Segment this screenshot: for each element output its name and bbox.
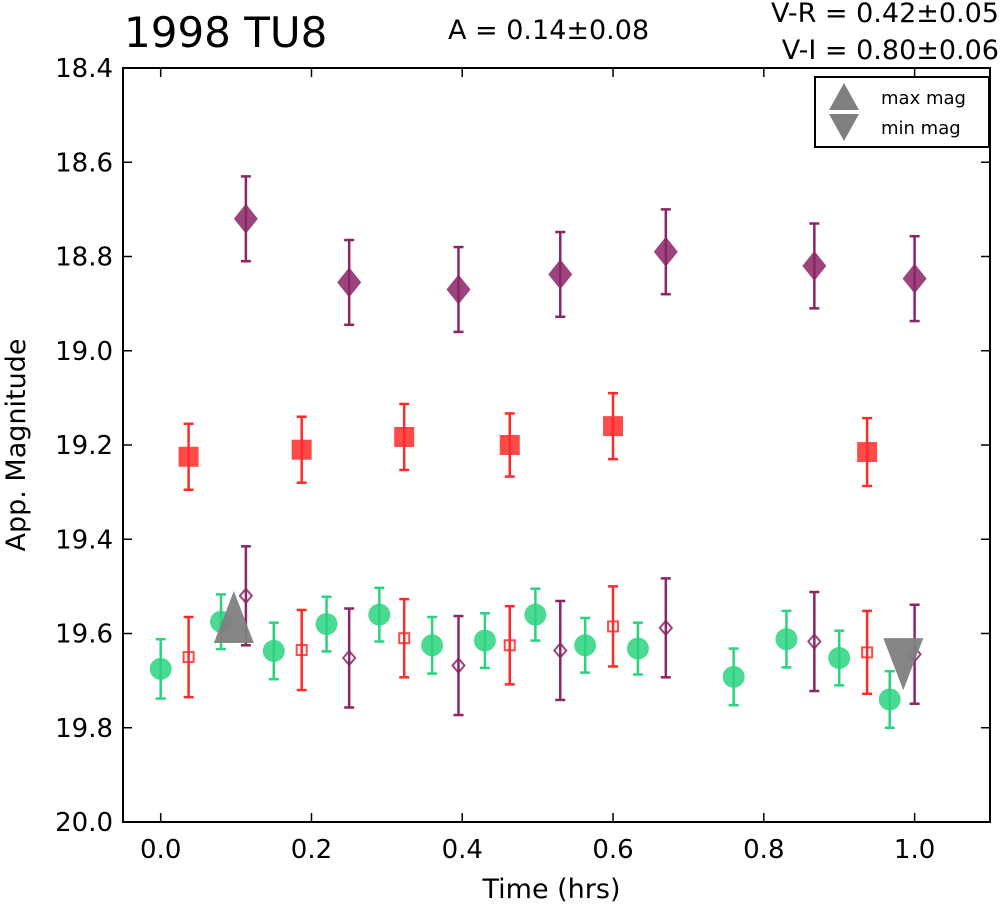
point-diamond-open <box>451 657 466 675</box>
y-tick-label: 18.6 <box>55 148 113 178</box>
x-tick-label: 0.0 <box>140 835 181 865</box>
x-tick-label: 0.2 <box>291 835 332 865</box>
point-diamond-open <box>341 649 357 667</box>
chart-title: 1998 TU8 <box>124 8 328 57</box>
max-mag-marker <box>213 591 254 644</box>
point-circle-filled <box>421 634 444 657</box>
color-vi-label: V-I = 0.80±0.06 <box>781 35 999 66</box>
point-diamond-open <box>658 619 674 637</box>
point-circle-filled <box>473 629 496 652</box>
point-diamond-filled <box>337 267 362 298</box>
point-square-filled <box>178 446 199 467</box>
y-tick-label: 19.6 <box>55 620 113 650</box>
y-tick-label: 20.0 <box>55 808 113 838</box>
legend-max-icon <box>829 83 859 110</box>
amplitude-label: A = 0.14±0.08 <box>448 15 650 46</box>
y-tick-label: 19.8 <box>55 714 113 744</box>
point-diamond-filled <box>548 259 573 290</box>
x-tick-label: 0.4 <box>442 835 483 865</box>
x-tick-label: 1.0 <box>894 835 935 865</box>
x-axis-label: Time (hrs) <box>481 874 620 904</box>
point-circle-filled <box>574 634 597 657</box>
color-vr-label: V-R = 0.42±0.05 <box>770 0 999 29</box>
point-circle-filled <box>878 688 901 711</box>
point-square-filled <box>603 416 624 437</box>
legend-min-icon <box>829 114 859 141</box>
point-circle-filled <box>368 603 391 626</box>
point-square-open <box>182 651 195 664</box>
point-diamond-filled <box>653 236 678 267</box>
point-diamond-filled <box>802 250 827 281</box>
point-circle-filled <box>626 637 649 660</box>
point-diamond-open <box>552 641 568 660</box>
legend-label: max mag <box>881 88 966 109</box>
point-square-filled <box>499 435 520 455</box>
y-tick-label: 19.4 <box>55 525 113 555</box>
point-diamond-filled <box>902 263 927 294</box>
point-square-filled <box>291 439 312 460</box>
point-square-open <box>295 643 308 656</box>
point-square-open <box>607 620 620 633</box>
point-circle-filled <box>315 613 338 636</box>
y-axis-label: App. Magnitude <box>1 339 32 552</box>
point-circle-filled <box>722 665 745 688</box>
point-square-filled <box>857 442 878 463</box>
point-diamond-filled <box>446 274 471 305</box>
x-tick-label: 0.6 <box>592 835 633 865</box>
point-circle-filled <box>775 628 798 651</box>
x-tick-label: 0.8 <box>743 835 784 865</box>
legend-label: min mag <box>881 118 961 139</box>
min-mag-marker <box>883 638 924 691</box>
y-tick-label: 19.0 <box>55 337 113 367</box>
y-tick-label: 18.8 <box>55 243 113 273</box>
point-diamond-open <box>807 632 822 651</box>
point-square-open <box>398 632 411 645</box>
point-circle-filled <box>262 639 285 662</box>
point-square-open <box>861 646 874 659</box>
point-circle-filled <box>149 657 172 680</box>
point-circle-filled <box>828 647 851 670</box>
point-circle-filled <box>524 603 547 626</box>
point-square-open <box>503 639 516 652</box>
data-layer <box>149 175 927 729</box>
y-tick-label: 18.4 <box>55 54 113 84</box>
y-tick-label: 19.2 <box>55 431 113 461</box>
point-diamond-open <box>238 587 254 605</box>
point-square-filled <box>394 426 415 447</box>
point-diamond-filled <box>233 203 258 234</box>
